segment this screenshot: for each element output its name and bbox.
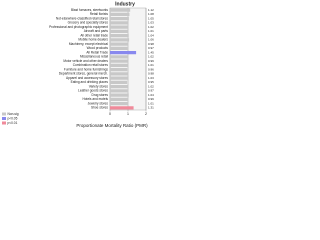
bar <box>110 59 128 63</box>
value-label: 1.31 <box>148 106 154 110</box>
legend-swatch <box>2 112 6 116</box>
legend-swatch <box>2 117 6 120</box>
bar <box>110 29 129 33</box>
bar <box>110 46 128 50</box>
value-label: 1.06 <box>148 38 154 42</box>
x-tick-label: 2 <box>145 112 147 116</box>
chart: Industry Proportionate Mortality Ratio (… <box>2 1 154 128</box>
value-label: 1.45 <box>148 50 154 54</box>
bar <box>110 55 129 59</box>
bar <box>110 63 129 67</box>
category-label: Grocery and specialty stores <box>68 21 109 25</box>
category-label: Not-elsewhere-classified retail stores <box>56 16 108 20</box>
bar <box>110 85 129 89</box>
bar <box>110 76 129 80</box>
category-label: Retail florists <box>90 12 109 16</box>
bar <box>110 106 134 110</box>
value-label: 1.02 <box>148 25 154 29</box>
category-label: All other retail trade <box>80 33 108 37</box>
value-label: 1.04 <box>148 93 154 97</box>
legend-swatch <box>2 121 6 125</box>
value-label: 1.02 <box>148 84 154 88</box>
bar <box>110 102 129 106</box>
category-label: Apparel and accessory stores <box>66 76 108 80</box>
value-label: 1.01 <box>148 29 154 33</box>
value-label: 0.97 <box>148 46 154 50</box>
value-label: 1.04 <box>148 33 154 37</box>
bar <box>110 21 129 25</box>
category-label: All Retail Trade <box>86 50 108 54</box>
value-label: 1.12 <box>148 8 154 12</box>
category-label: Hotels and motels <box>82 97 108 101</box>
value-label: 0.98 <box>148 42 154 46</box>
value-label: 0.97 <box>148 89 154 93</box>
bar <box>110 38 130 42</box>
value-label: 1.02 <box>148 55 154 59</box>
category-label: Drug stores <box>92 93 109 97</box>
category-label: Leather goods stores <box>78 89 108 93</box>
chart-title: Industry <box>115 1 135 7</box>
value-label: 0.99 <box>148 97 154 101</box>
value-label: 0.98 <box>148 72 154 76</box>
bar <box>110 80 128 84</box>
category-label: Miscellaneous retail <box>80 55 108 59</box>
bar <box>110 12 130 16</box>
category-label: Wood products <box>87 46 109 50</box>
value-label: 0.96 <box>148 67 154 71</box>
bar <box>110 42 128 46</box>
category-label: Mobile home dealers <box>78 38 108 42</box>
category-label: Combination retail stores <box>73 63 109 67</box>
category-label: Jewelry stores <box>88 101 109 105</box>
category-label: Motor vehicle and other dealers <box>63 59 108 63</box>
value-label: 1.01 <box>148 101 154 105</box>
category-label: Machinery, except electrical <box>69 42 108 46</box>
legend-label: Non-sig <box>8 112 19 116</box>
bar <box>110 8 131 12</box>
bar <box>110 17 129 21</box>
bar <box>110 51 137 55</box>
x-tick-label: 0 <box>109 112 111 116</box>
bar <box>110 34 129 38</box>
x-axis-title: Proportionate Mortality Ratio (PMR) <box>76 123 148 128</box>
category-label: Aircraft and parts <box>84 29 109 33</box>
category-label: Blast furnaces, steelworks <box>71 8 108 12</box>
bar <box>110 25 129 29</box>
bar <box>110 93 129 97</box>
value-label: 1.08 <box>148 12 154 16</box>
value-label: 1.05 <box>148 16 154 20</box>
value-label: 1.03 <box>148 76 154 80</box>
legend-label: p<0.05 <box>8 116 18 120</box>
bar <box>110 72 128 76</box>
category-label: Professional and photographic equipment <box>49 25 108 29</box>
category-label: Furniture and home furnishings <box>64 67 109 71</box>
legend-label: p<0.01 <box>8 121 18 125</box>
bar <box>110 68 128 72</box>
value-label: 1.01 <box>148 63 154 67</box>
bar <box>110 89 128 93</box>
category-label: Department stores, general merch. <box>59 72 108 76</box>
category-label: Variety stores <box>89 84 109 88</box>
value-label: 0.95 <box>148 80 154 84</box>
value-label: 0.99 <box>148 59 154 63</box>
bar <box>110 97 128 101</box>
category-label: Shoe stores <box>91 106 108 110</box>
value-label: 1.03 <box>148 21 154 25</box>
category-label: Eating and drinking places <box>71 80 109 84</box>
x-tick-label: 1 <box>127 112 129 116</box>
